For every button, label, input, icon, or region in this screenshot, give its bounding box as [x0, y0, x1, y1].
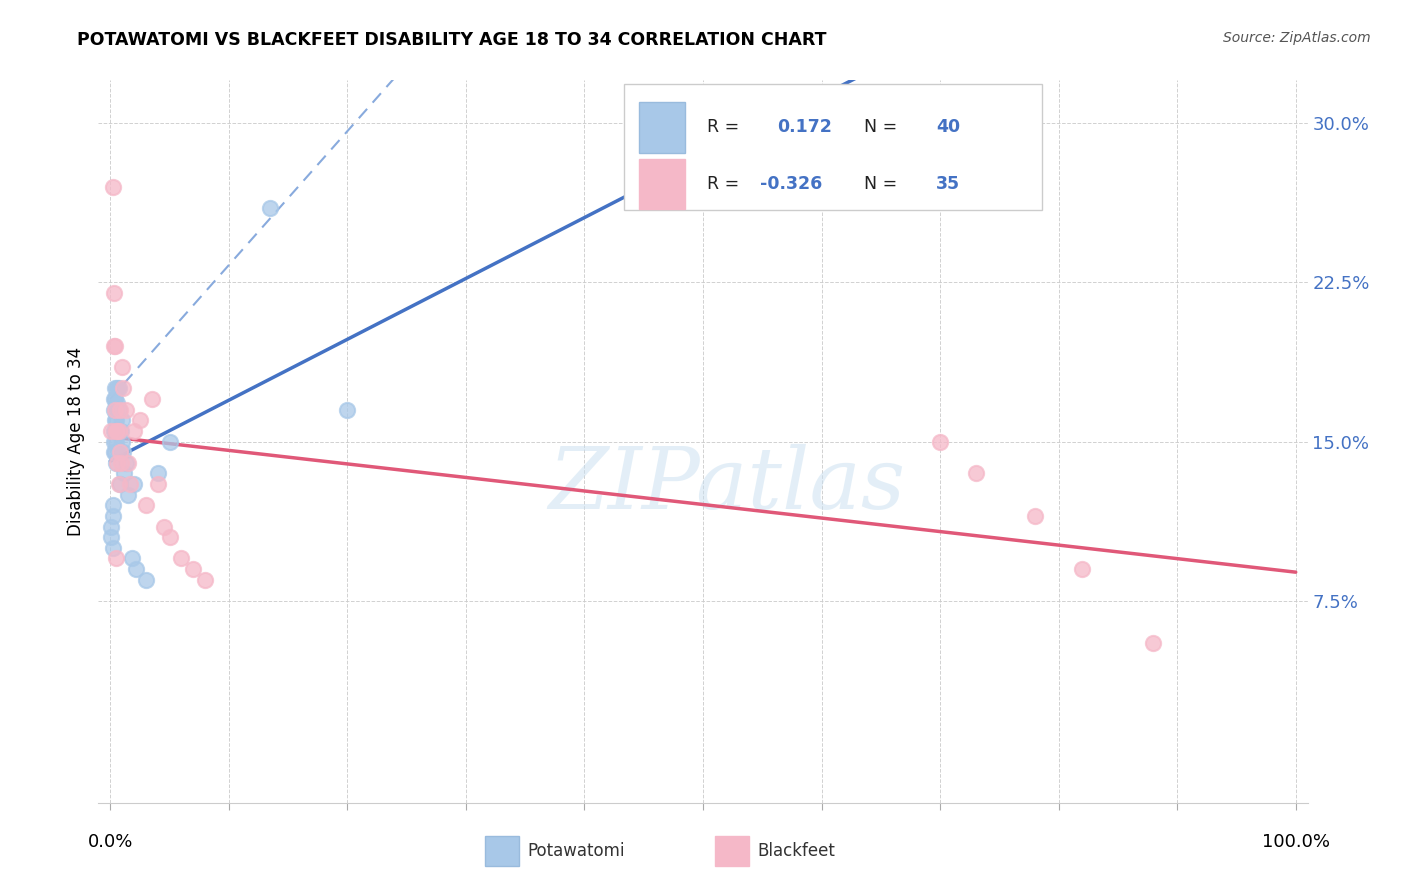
Point: [159, 434, 181, 449]
Point: [114, 467, 136, 481]
Point: [100, 424, 122, 438]
Point: [110, 424, 132, 438]
Point: [104, 413, 127, 427]
Point: [122, 424, 145, 438]
Text: N =: N =: [863, 119, 897, 136]
Text: R =: R =: [707, 175, 740, 194]
Point: [117, 456, 139, 470]
Point: [103, 285, 125, 300]
Text: 100.0%: 100.0%: [1261, 833, 1330, 851]
Point: [103, 339, 125, 353]
Point: [135, 498, 157, 512]
Point: [105, 424, 128, 438]
Text: POTAWATOMI VS BLACKFEET DISABILITY AGE 18 TO 34 CORRELATION CHART: POTAWATOMI VS BLACKFEET DISABILITY AGE 1…: [77, 31, 827, 49]
Point: [194, 573, 217, 587]
Point: [105, 381, 128, 395]
Point: [105, 456, 128, 470]
Text: ZIPatlas: ZIPatlas: [548, 443, 905, 526]
Bar: [716, 836, 749, 866]
Text: 0.0%: 0.0%: [87, 833, 134, 851]
Point: [104, 392, 127, 406]
Point: [105, 551, 128, 566]
Point: [111, 413, 134, 427]
Point: [103, 434, 125, 449]
Point: [121, 551, 143, 566]
Point: [103, 445, 125, 459]
Point: [112, 445, 135, 459]
Point: [114, 456, 136, 470]
Point: [135, 573, 157, 587]
Point: [129, 413, 152, 427]
Text: R =: R =: [707, 119, 740, 136]
Text: 35: 35: [936, 175, 960, 194]
Point: [336, 402, 359, 417]
Point: [103, 402, 125, 417]
Point: [181, 562, 204, 576]
Point: [101, 508, 124, 523]
Point: [108, 445, 131, 459]
Point: [1024, 508, 1046, 523]
Point: [146, 467, 169, 481]
Point: [114, 402, 136, 417]
Point: [104, 381, 127, 395]
Point: [101, 498, 124, 512]
Point: [105, 456, 128, 470]
Point: [117, 488, 139, 502]
Text: Source: ZipAtlas.com: Source: ZipAtlas.com: [1223, 31, 1371, 45]
Point: [170, 551, 193, 566]
Point: [104, 445, 127, 459]
Point: [104, 339, 127, 353]
Point: [105, 396, 128, 410]
Bar: [638, 159, 685, 210]
Point: [110, 456, 132, 470]
Text: -0.326: -0.326: [759, 175, 823, 194]
Point: [107, 424, 129, 438]
Text: 40: 40: [936, 119, 960, 136]
Point: [105, 424, 128, 438]
Point: [152, 519, 174, 533]
Point: [965, 467, 987, 481]
Point: [105, 413, 128, 427]
Point: [108, 402, 131, 417]
Point: [929, 434, 952, 449]
Point: [1071, 562, 1094, 576]
Point: [105, 434, 128, 449]
Point: [107, 477, 129, 491]
Point: [120, 477, 142, 491]
Point: [103, 392, 125, 406]
Point: [112, 381, 135, 395]
Point: [159, 530, 181, 544]
Point: [103, 424, 125, 438]
Point: [259, 201, 281, 215]
Bar: [485, 836, 519, 866]
Point: [108, 445, 131, 459]
Point: [107, 402, 129, 417]
Y-axis label: Disability Age 18 to 34: Disability Age 18 to 34: [66, 347, 84, 536]
Point: [111, 434, 134, 449]
Point: [1142, 636, 1164, 650]
Point: [101, 541, 124, 555]
Point: [100, 519, 122, 533]
Point: [146, 477, 169, 491]
Point: [122, 477, 145, 491]
Point: [108, 477, 131, 491]
Text: Potawatomi: Potawatomi: [527, 842, 626, 860]
Point: [101, 179, 124, 194]
Point: [100, 530, 122, 544]
Bar: [638, 102, 685, 153]
Point: [125, 562, 148, 576]
FancyBboxPatch shape: [624, 84, 1042, 211]
Text: 0.172: 0.172: [776, 119, 831, 136]
Text: N =: N =: [863, 175, 897, 194]
Point: [104, 402, 127, 417]
Point: [111, 360, 134, 375]
Point: [105, 402, 128, 417]
Text: Blackfeet: Blackfeet: [758, 842, 835, 860]
Point: [107, 381, 129, 395]
Point: [105, 424, 128, 438]
Point: [141, 392, 163, 406]
